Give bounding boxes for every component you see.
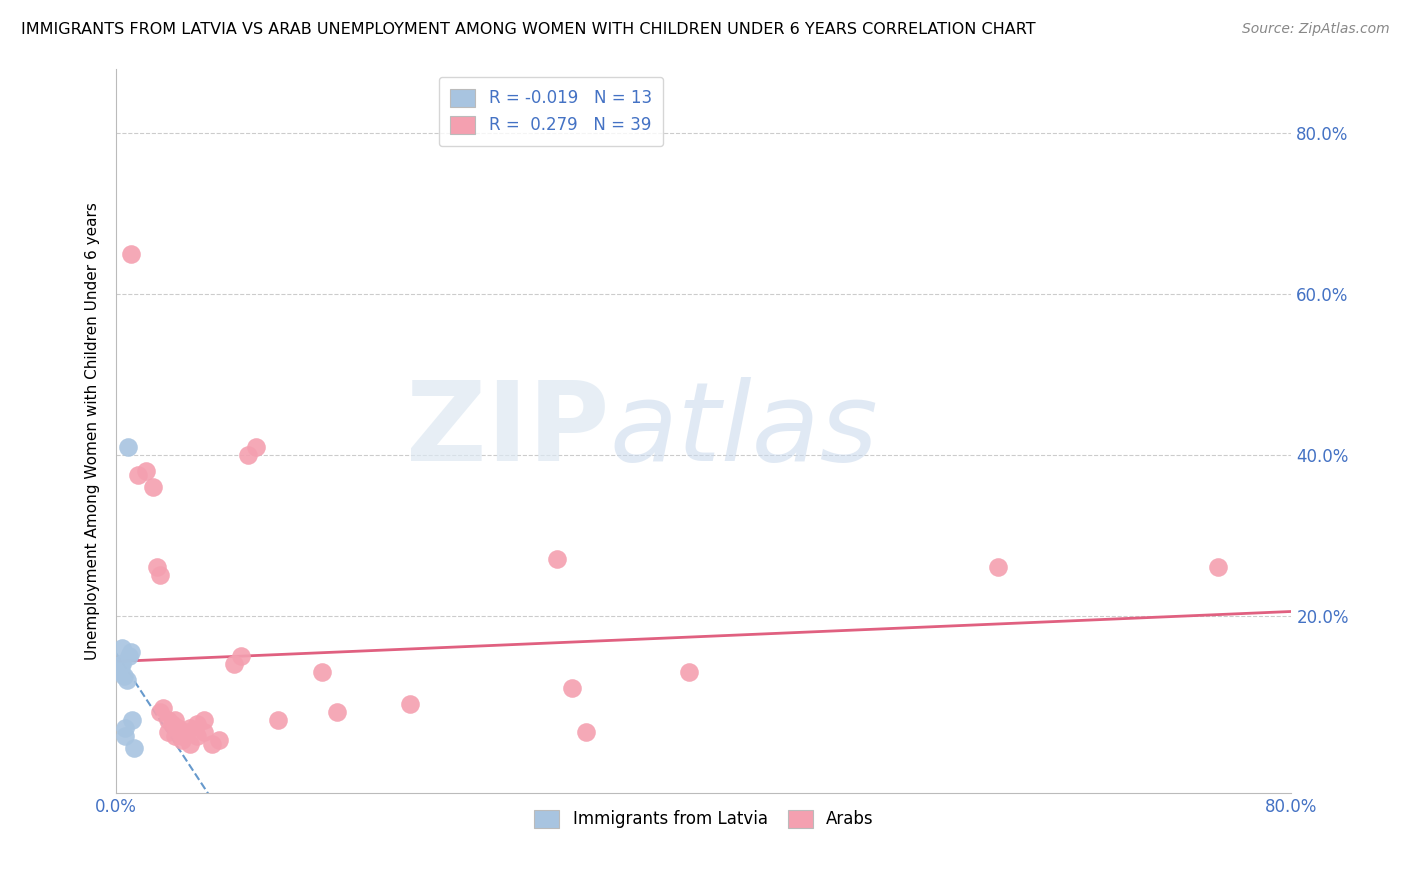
Point <box>167 721 190 735</box>
Point <box>231 648 253 663</box>
Point <box>172 733 194 747</box>
Point <box>115 673 138 687</box>
Text: IMMIGRANTS FROM LATVIA VS ARAB UNEMPLOYMENT AMONG WOMEN WITH CHILDREN UNDER 6 YE: IMMIGRANTS FROM LATVIA VS ARAB UNEMPLOYM… <box>21 22 1036 37</box>
Point <box>111 640 134 655</box>
Point <box>987 560 1010 574</box>
Point <box>193 725 215 739</box>
Point <box>156 713 179 727</box>
Point <box>176 725 198 739</box>
Point <box>127 467 149 482</box>
Point <box>186 717 208 731</box>
Point <box>222 657 245 671</box>
Point <box>172 729 194 743</box>
Point <box>399 697 422 711</box>
Point <box>678 665 700 679</box>
Text: ZIP: ZIP <box>406 377 610 484</box>
Point <box>160 717 183 731</box>
Point <box>114 729 136 743</box>
Point <box>121 713 143 727</box>
Point <box>208 733 231 747</box>
Point <box>156 725 179 739</box>
Point <box>117 440 139 454</box>
Point <box>135 464 157 478</box>
Point <box>201 738 224 752</box>
Point <box>238 448 260 462</box>
Point <box>152 701 174 715</box>
Point <box>118 648 141 663</box>
Text: Source: ZipAtlas.com: Source: ZipAtlas.com <box>1241 22 1389 37</box>
Point <box>179 738 201 752</box>
Point <box>325 705 347 719</box>
Point <box>146 560 169 574</box>
Point <box>1206 560 1229 574</box>
Point <box>111 657 134 671</box>
Text: atlas: atlas <box>610 377 879 484</box>
Point <box>245 440 267 454</box>
Point <box>575 725 598 739</box>
Point <box>311 665 333 679</box>
Y-axis label: Unemployment Among Women with Children Under 6 years: Unemployment Among Women with Children U… <box>86 202 100 659</box>
Point <box>149 705 172 719</box>
Point <box>120 645 142 659</box>
Point <box>267 713 290 727</box>
Point <box>163 713 186 727</box>
Point <box>546 552 568 566</box>
Point <box>193 713 215 727</box>
Point <box>142 480 165 494</box>
Legend: Immigrants from Latvia, Arabs: Immigrants from Latvia, Arabs <box>527 803 880 835</box>
Point <box>110 665 132 679</box>
Point <box>120 246 142 260</box>
Point <box>179 721 201 735</box>
Point <box>163 729 186 743</box>
Point <box>112 669 135 683</box>
Point <box>122 741 145 756</box>
Point <box>110 657 132 671</box>
Point <box>186 729 208 743</box>
Point <box>114 721 136 735</box>
Point <box>149 568 172 582</box>
Point <box>561 681 583 695</box>
